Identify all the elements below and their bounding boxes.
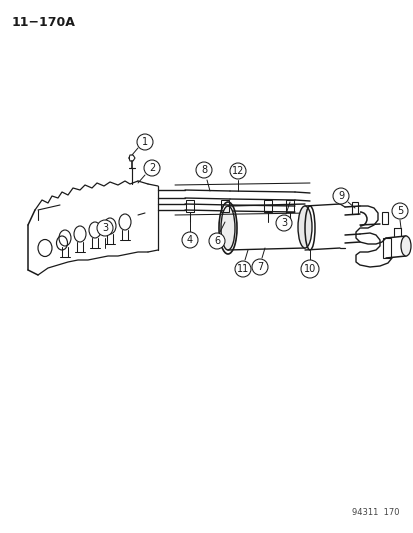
- Text: 2: 2: [149, 163, 155, 173]
- Text: 12: 12: [231, 166, 244, 176]
- Ellipse shape: [400, 236, 410, 256]
- Circle shape: [209, 233, 224, 249]
- Circle shape: [137, 134, 153, 150]
- Text: 5: 5: [396, 206, 402, 216]
- Text: 11−170A: 11−170A: [12, 16, 76, 29]
- Circle shape: [235, 261, 250, 277]
- Circle shape: [182, 232, 197, 248]
- Circle shape: [144, 160, 159, 176]
- Ellipse shape: [297, 206, 311, 248]
- Circle shape: [97, 220, 113, 236]
- Ellipse shape: [221, 206, 235, 250]
- Text: 4: 4: [187, 235, 192, 245]
- Circle shape: [230, 163, 245, 179]
- Text: 8: 8: [200, 165, 206, 175]
- Text: 11: 11: [236, 264, 249, 274]
- Circle shape: [252, 259, 267, 275]
- Circle shape: [195, 162, 211, 178]
- Text: 7: 7: [256, 262, 263, 272]
- Circle shape: [391, 203, 407, 219]
- Circle shape: [275, 215, 291, 231]
- Text: 10: 10: [303, 264, 316, 274]
- Circle shape: [300, 260, 318, 278]
- Text: 9: 9: [337, 191, 343, 201]
- Text: 94311  170: 94311 170: [351, 508, 399, 517]
- Text: 3: 3: [280, 218, 286, 228]
- Circle shape: [332, 188, 348, 204]
- Text: 6: 6: [214, 236, 220, 246]
- Text: 3: 3: [102, 223, 108, 233]
- Text: 1: 1: [142, 137, 148, 147]
